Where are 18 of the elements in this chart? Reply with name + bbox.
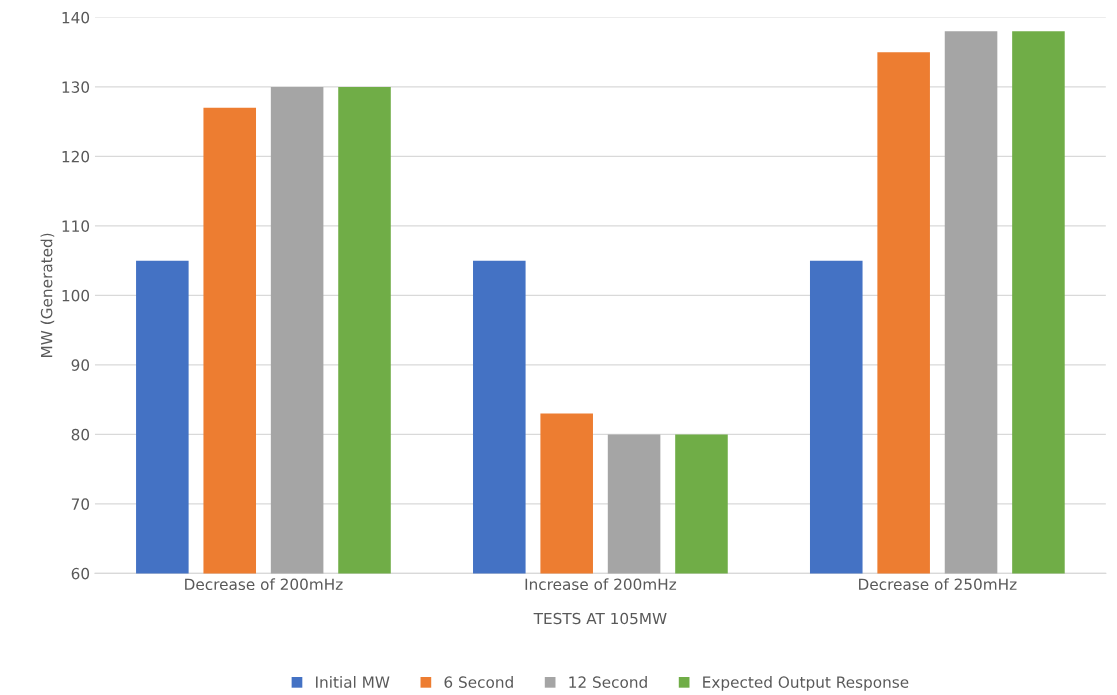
y-tick-label: 130: [62, 81, 90, 93]
x-tick-label: Decrease of 200mHz: [185, 578, 343, 591]
x-tick-label: Decrease of 250mHz: [859, 578, 1017, 591]
legend-label: 6 Second: [444, 676, 513, 688]
legend-label: Initial MW: [316, 676, 390, 688]
legend-label: Expected Output Response: [703, 676, 909, 691]
y-tick-label: 60: [71, 567, 90, 580]
y-tick-label: 90: [71, 359, 90, 371]
y-tick-label: 80: [71, 428, 90, 441]
y-tick-label: 70: [71, 498, 90, 510]
x-axis-title: TESTS AT 105MW: [533, 612, 667, 625]
x-tick-label: Increase of 200mHz: [525, 578, 677, 591]
legend-label: 12 Second: [569, 676, 647, 688]
y-axis-title: MW (Generated): [40, 233, 55, 357]
y-tick-label: 140: [62, 11, 90, 24]
y-tick-label: 110: [62, 220, 90, 232]
y-tick-label: 100: [62, 289, 90, 302]
y-tick-label: 120: [62, 150, 90, 163]
